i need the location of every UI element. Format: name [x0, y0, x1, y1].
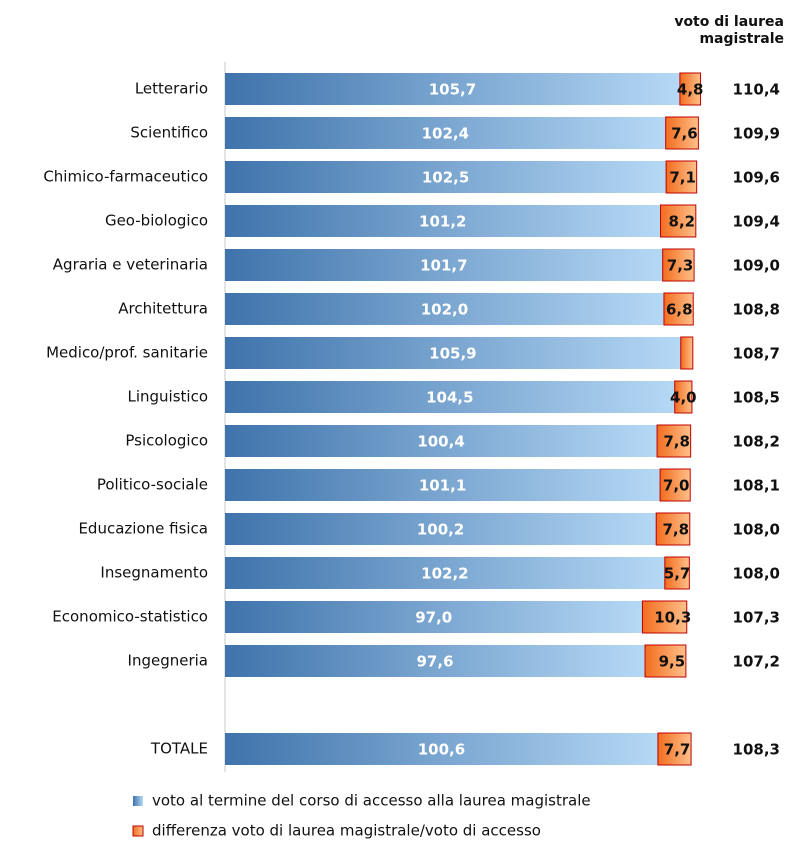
- bar-segment: [225, 293, 664, 325]
- bar-segment: [225, 161, 667, 193]
- bar-segment: [225, 513, 657, 545]
- value-label: 100,4: [417, 433, 464, 451]
- value-label: 102,0: [421, 301, 468, 319]
- bar-segment: [660, 204, 697, 238]
- bar-segment: [674, 380, 693, 414]
- value-label: 100,2: [417, 521, 464, 539]
- category-label: Insegnamento: [100, 564, 208, 582]
- value-label: 7,6: [671, 125, 698, 143]
- category-label: Economico-statistico: [52, 608, 208, 626]
- value-label: 7,7: [664, 741, 691, 759]
- value-label: 100,6: [418, 741, 465, 759]
- total-label: 107,3: [733, 609, 780, 627]
- total-label: 108,7: [733, 345, 780, 363]
- total-label: 109,4: [733, 213, 780, 231]
- category-label: Chimico-farmaceutico: [43, 168, 208, 186]
- category-label: Agraria e veterinaria: [53, 256, 208, 274]
- bar-segment: [225, 205, 661, 237]
- value-label: 10,3: [654, 609, 691, 627]
- value-label: 101,2: [419, 213, 466, 231]
- total-label: 108,2: [733, 433, 780, 451]
- bar-segment: [644, 644, 687, 678]
- bar-segment: [680, 336, 694, 370]
- value-label: 97,0: [415, 609, 452, 627]
- value-label: 8,2: [669, 213, 696, 231]
- bar-segment: [662, 248, 695, 282]
- category-label: Scientifico: [130, 124, 208, 142]
- total-label: 108,8: [733, 301, 780, 319]
- value-label: 102,4: [422, 125, 469, 143]
- total-label: 108,0: [733, 521, 780, 539]
- value-label: 9,5: [659, 653, 686, 671]
- header: voto di laurea magistrale: [674, 14, 784, 47]
- value-label: 104,5: [426, 389, 473, 407]
- category-label: Letterario: [135, 80, 208, 98]
- bar-segment: [225, 337, 681, 369]
- bar-segment: [665, 160, 698, 194]
- total-label: 108,5: [733, 389, 780, 407]
- legend-swatch: [133, 796, 143, 806]
- value-label: 102,2: [421, 565, 468, 583]
- value-label: 97,6: [417, 653, 454, 671]
- total-label: 108,0: [733, 565, 780, 583]
- category-label: Medico/prof. sanitarie: [46, 344, 208, 362]
- bar-segment: [225, 645, 646, 677]
- value-label: 7,3: [667, 257, 694, 275]
- value-label: 7,0: [663, 477, 690, 495]
- bar-segment: [664, 556, 690, 590]
- bar-segment: [225, 249, 663, 281]
- category-label: Linguistico: [127, 388, 208, 406]
- bar-segment: [656, 424, 692, 458]
- category-label: Politico-sociale: [97, 476, 208, 494]
- value-label: 5,7: [664, 565, 691, 583]
- legend-label: voto al termine del corso di accesso all…: [152, 792, 591, 810]
- bar-segment: [225, 73, 680, 105]
- bar-segment: [665, 116, 699, 150]
- category-label: Geo-biologico: [105, 212, 208, 230]
- bar-segment: [225, 117, 666, 149]
- total-label: 108,1: [733, 477, 780, 495]
- bar-segment: [225, 425, 658, 457]
- legend-label: differenza voto di laurea magistrale/vot…: [152, 822, 541, 840]
- value-label: 7,8: [662, 521, 689, 539]
- value-label: 4,0: [670, 389, 697, 407]
- bar-segment: [679, 72, 702, 106]
- category-label: Architettura: [118, 300, 208, 318]
- bar-segment: [657, 732, 692, 766]
- value-label: 102,5: [422, 169, 469, 187]
- total-label: 108,3: [733, 741, 780, 759]
- value-label: 7,1: [669, 169, 696, 187]
- value-label: 7,8: [663, 433, 690, 451]
- bar-segment: [225, 601, 643, 633]
- bar-segment: [225, 557, 665, 589]
- category-label: Ingegneria: [128, 652, 208, 670]
- value-label: 105,7: [429, 81, 476, 99]
- category-label: Psicologico: [125, 432, 208, 450]
- category-label: Educazione fisica: [78, 520, 208, 538]
- total-label: 109,9: [733, 125, 780, 143]
- bar-segment: [225, 733, 658, 765]
- value-label: 6,8: [666, 301, 693, 319]
- total-label: 109,0: [733, 257, 780, 275]
- bar-segment: [663, 292, 694, 326]
- legend-swatch: [132, 825, 144, 837]
- bar-segment: [655, 512, 691, 546]
- value-label: 101,1: [419, 477, 466, 495]
- total-label: 109,6: [733, 169, 780, 187]
- total-label: 107,2: [733, 653, 780, 671]
- category-label: TOTALE: [150, 740, 208, 758]
- bar-segment: [225, 469, 661, 501]
- bar-segment: [225, 381, 675, 413]
- bar-segment: [641, 600, 688, 634]
- value-label: 4,8: [677, 81, 704, 99]
- value-label: 101,7: [420, 257, 467, 275]
- total-label: 110,4: [733, 81, 780, 99]
- bar-segment: [659, 468, 691, 502]
- value-label: 105,9: [429, 345, 476, 363]
